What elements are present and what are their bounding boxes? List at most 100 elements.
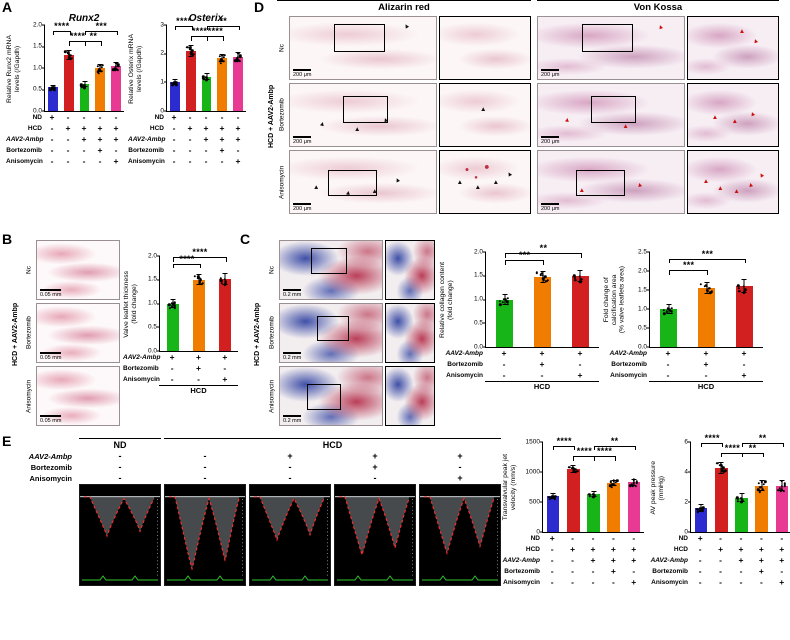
dose-value: - [204, 145, 208, 156]
group-header-hcd: HCD [164, 438, 501, 451]
bar [170, 82, 180, 111]
dose-value: - [719, 555, 723, 566]
data-point [168, 303, 171, 307]
data-point [553, 494, 557, 498]
bar [79, 84, 90, 111]
data-point [635, 481, 638, 484]
data-point [609, 484, 612, 487]
dose-value: + [235, 123, 241, 134]
significance-bracket: *** [668, 261, 709, 275]
bar [660, 309, 678, 347]
dose-row-label: Bortezomib [128, 147, 164, 154]
data-point [665, 310, 669, 313]
von-kossa-title: Von Kossa [537, 0, 779, 14]
dose-value: + [758, 544, 764, 555]
dose-value: - [172, 156, 176, 167]
data-point [219, 279, 223, 282]
y-tick-label: 1.0 [473, 295, 483, 303]
y-tick [647, 308, 650, 310]
dose-value: - [739, 577, 743, 588]
data-point [612, 479, 616, 482]
data-point [501, 301, 505, 304]
dose-value: - [172, 145, 176, 156]
dose-value: - [739, 533, 743, 544]
echo-doppler-image [164, 484, 246, 586]
dose-value: - [591, 533, 595, 544]
data-point [506, 300, 509, 304]
arrowhead-icon: ▲ [505, 169, 515, 179]
alizarin-red-title: Alizarin red [277, 0, 531, 14]
data-point [171, 84, 174, 87]
dose-value: + [631, 555, 637, 566]
dose-value: - [188, 145, 192, 156]
dose-row: HCD - + + + + [502, 544, 644, 555]
data-point [588, 493, 591, 497]
dose-value: - [742, 359, 746, 370]
dose-row: Bortezomib - - - + - [128, 145, 246, 156]
significance-bracket: **** [173, 254, 201, 269]
dose-value: + [187, 123, 193, 134]
dose-row: Anisomycin - - + [123, 374, 238, 385]
von-kossa-histology: 200 μm ▲ ▲ ▲ 200 μm ▲ ▲ ▲ ▲ ▲ 200 μm ▲ ▲ ▲ ▲ ▲ ▲ ▲ [537, 16, 779, 217]
dose-row: AAV2-Ambp - - + + + [502, 555, 644, 566]
significance-label: **** [179, 253, 195, 264]
dose-value: - [188, 112, 192, 123]
dose-value: + [610, 544, 616, 555]
arrowhead-icon: ▲ [751, 36, 761, 46]
histology-image: 0.2 mm [279, 366, 383, 426]
data-point [175, 83, 178, 87]
data-point [220, 281, 223, 285]
y-tick [42, 67, 45, 69]
dose-row: Anisomycin - - - - + [650, 577, 790, 588]
arrowhead-icon: ▲ [318, 119, 327, 129]
dose-value: - [698, 566, 702, 577]
data-point [97, 71, 100, 75]
data-point [193, 274, 197, 278]
dose-value: - [188, 156, 192, 167]
calcification-spot-icon: ● [474, 175, 478, 182]
dose-row-label: Bortezomib [447, 361, 483, 368]
data-point [222, 55, 226, 59]
significance-bracket: ** [593, 436, 636, 451]
y-tick [157, 303, 160, 304]
dose-group-label: HCD [159, 385, 238, 396]
dose-row-label: Anisomycin [651, 579, 688, 586]
significance-label: ** [219, 15, 228, 26]
data-point [80, 84, 83, 87]
dose-value: + [703, 359, 709, 370]
histology-zoom-image [385, 303, 435, 363]
panel-e-label: E [2, 433, 12, 449]
y-tick [647, 270, 650, 272]
hcd-aav2-ambp-side-label: HCD + AAV2-Ambp [268, 84, 275, 148]
dose-value: + [219, 123, 225, 134]
dose-value: - [698, 577, 702, 588]
data-point [710, 290, 713, 293]
y-tick-label: 0 [684, 527, 688, 535]
y-tick-label: 500 [529, 497, 540, 505]
dose-row: AAV2-Ambp + + + [603, 348, 763, 359]
dose-value: + [577, 370, 583, 381]
arrowhead-icon: ▲ [353, 125, 361, 133]
dose-value: - [223, 363, 227, 374]
dose-value: - [50, 145, 54, 156]
dose-value: - [632, 566, 636, 577]
row-label: Anisomycin [268, 379, 276, 413]
data-point [707, 286, 711, 290]
chart-title: Runx2 [68, 13, 100, 24]
data-point [188, 47, 192, 51]
data-point [738, 289, 741, 293]
significance-label: ** [610, 435, 619, 446]
y-tick-label: 2 [160, 49, 164, 57]
dose-row-label: Anisomycin [503, 579, 540, 586]
dose-value: + [779, 577, 785, 588]
data-point [68, 54, 72, 57]
data-point [762, 483, 766, 486]
data-point [723, 469, 727, 473]
panel-a: A Runx2 Relative Runx2 mRNA levels (/Gapd… [0, 0, 250, 230]
dose-value: + [457, 473, 463, 483]
dose-row: AAV2-Ambp - - + + + [128, 134, 246, 145]
y-tick-label: 1500 [525, 437, 540, 445]
y-tick [540, 501, 543, 503]
data-point [115, 61, 118, 65]
zoom-inset-box [575, 169, 625, 197]
